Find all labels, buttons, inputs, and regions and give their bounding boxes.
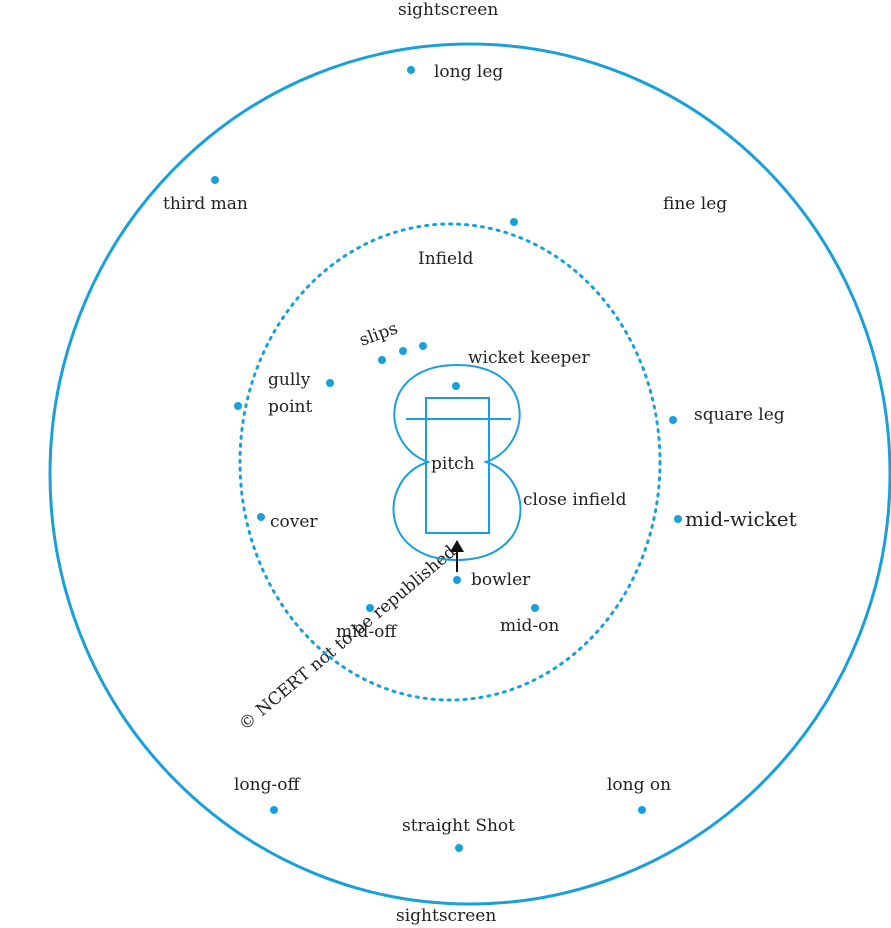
dot-long-leg [407,66,415,74]
fielder-dots [211,66,682,852]
label-sightscreen-top: sightscreen [398,0,498,20]
dot-square-leg [669,416,677,424]
label-sightscreen-bottom: sightscreen [396,906,496,926]
label-pitch: pitch [431,454,475,474]
label-square-leg: square leg [694,405,785,425]
label-long-on: long on [607,775,671,795]
label-gully: gully [268,370,311,390]
dot-fine-leg [510,218,518,226]
label-point: point [268,397,313,417]
dot-bowler [453,576,461,584]
label-slips: slips [357,318,401,350]
close-infield-shape [392,363,522,562]
label-mid-wicket: mid-wicket [685,507,797,531]
dot-cover [257,513,265,521]
label-third-man: third man [163,194,248,214]
label-infield: Infield [418,249,474,269]
label-mid-on: mid-on [500,616,559,636]
label-long-off: long-off [234,775,301,795]
dot-slip-2 [399,347,407,355]
label-cover: cover [270,512,318,532]
dot-wicket-keeper [452,382,460,390]
dot-slip-1 [378,356,386,364]
dot-mid-on [531,604,539,612]
dot-mid-wicket [674,515,682,523]
dot-gully [326,379,334,387]
dot-straight-shot [455,844,463,852]
dot-third-man [211,176,219,184]
dot-long-off [270,806,278,814]
label-close-infield: close infield [523,490,627,510]
label-fine-leg: fine leg [663,194,727,214]
dot-slip-3 [419,342,427,350]
boundary-circle [48,42,891,906]
dot-point [234,402,242,410]
label-mid-off: mid-off [336,622,398,642]
label-straight-shot: straight Shot [402,816,515,836]
infield-circle [238,222,662,702]
pitch-rectangle [425,397,490,534]
label-long-leg: long leg [434,62,503,82]
dot-mid-off [366,604,374,612]
label-bowler: bowler [471,570,531,590]
bowler-arrow-head [450,540,464,552]
dot-long-on [638,806,646,814]
label-wicket-keeper: wicket keeper [468,348,590,368]
